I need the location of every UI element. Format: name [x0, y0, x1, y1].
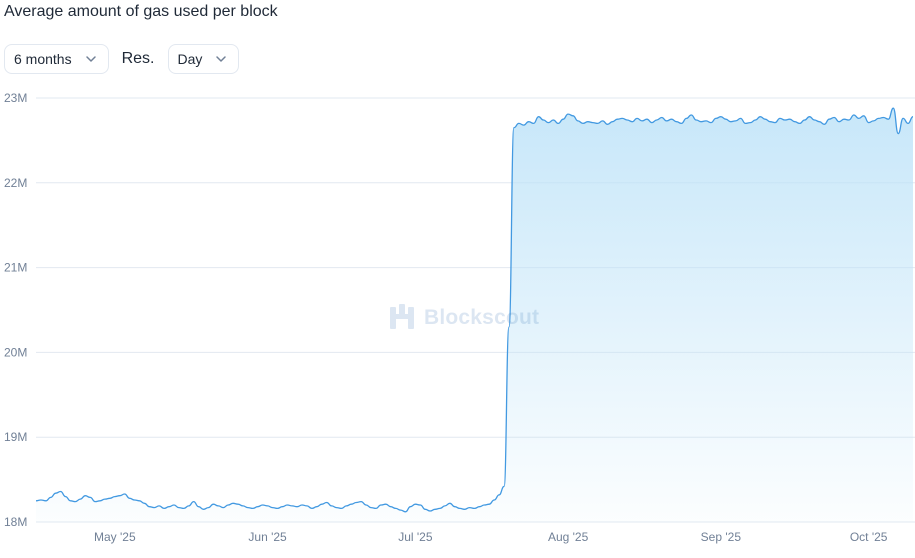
blockscout-watermark: Blockscout: [388, 304, 539, 332]
x-tick-label: Oct '25: [850, 530, 888, 544]
resolution-select-value: Day: [177, 51, 203, 67]
y-tick-label: 20M: [4, 345, 27, 359]
x-tick-label: May '25: [94, 530, 136, 544]
resolution-label: Res.: [121, 50, 155, 67]
series-line: [35, 107, 914, 513]
chart-controls: 6 months Res. Day: [4, 44, 240, 74]
interval-select[interactable]: 6 months: [4, 44, 109, 74]
y-tick-label: 22M: [4, 176, 27, 190]
watermark-text: Blockscout: [424, 306, 540, 329]
x-tick-label: Jun '25: [248, 530, 287, 544]
y-tick-label: 19M: [4, 430, 27, 444]
series-area: [36, 108, 913, 522]
y-axis: 23M 22M 21M 20M 19M 18M: [4, 91, 27, 529]
y-tick-label: 21M: [4, 261, 27, 275]
x-tick-label: Sep '25: [701, 530, 742, 544]
y-tick-label: 18M: [4, 515, 27, 529]
chevron-down-icon: [85, 56, 96, 62]
y-tick-label: 23M: [4, 91, 27, 105]
interval-select-value: 6 months: [14, 51, 72, 67]
x-tick-label: Jul '25: [398, 530, 433, 544]
blockscout-logo-icon: [390, 304, 414, 329]
chevron-down-icon: [216, 56, 227, 62]
x-tick-label: Aug '25: [548, 530, 589, 544]
resolution-select[interactable]: Day: [167, 44, 240, 74]
x-axis: May '25 Jun '25 Jul '25 Aug '25 Sep '25 Oct '…: [94, 530, 888, 544]
chart-title: Average amount of gas used per block: [4, 3, 278, 20]
